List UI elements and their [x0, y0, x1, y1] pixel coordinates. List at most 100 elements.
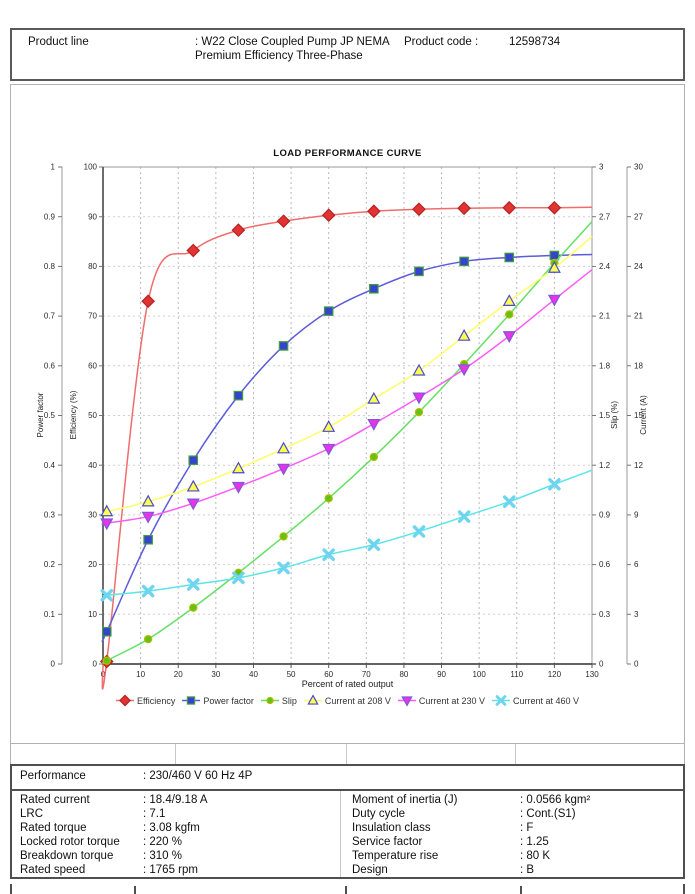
chart-title: LOAD PERFORMANCE CURVE — [273, 148, 422, 159]
marker — [231, 481, 245, 494]
marker — [141, 294, 155, 309]
marker — [279, 532, 288, 541]
spec-label: Breakdown torque — [20, 850, 114, 862]
legend-label: Current at 230 V — [418, 695, 485, 706]
tick-label: 0.9 — [44, 212, 56, 221]
spec-value: : 7.1 — [143, 808, 166, 820]
table-line-bottom — [10, 877, 685, 879]
marker — [278, 341, 289, 351]
spec-label: Temperature rise — [352, 850, 439, 862]
spec-value: : 220 % — [143, 836, 182, 848]
marker — [401, 696, 413, 707]
marker — [266, 696, 274, 705]
x-axis-title: Percent of rated output — [301, 679, 394, 689]
marker — [502, 200, 517, 215]
tick-label: 40 — [88, 461, 97, 470]
tick-label: 10 — [136, 670, 145, 679]
tick-label: 6 — [634, 560, 639, 569]
marker — [276, 214, 291, 229]
legend-item: Current at 460 V — [491, 694, 579, 707]
tick-label: 30 — [88, 511, 97, 520]
tick-label: 0.1 — [44, 610, 56, 619]
marker — [457, 201, 471, 216]
product-line-label: Product line — [28, 36, 89, 48]
marker — [367, 538, 381, 552]
marker — [412, 202, 426, 217]
legend-marker-x-icon — [491, 695, 510, 706]
power-factor-axis-title: Power factor — [36, 392, 45, 437]
y-axis-power-factor: 0 0.1 0.2 0.3 0.4 0.5 0.6 0.7 0.8 0.9 1 — [44, 163, 63, 669]
efficiency-axis-title: Efficiency (%) — [69, 390, 78, 439]
tick-label: 80 — [399, 670, 408, 679]
marker — [322, 548, 335, 561]
marker — [143, 634, 153, 644]
legend-item: Efficiency — [115, 694, 176, 707]
tick-label: 0.6 — [599, 560, 611, 569]
marker — [102, 656, 111, 665]
spec-label: Design — [352, 864, 388, 876]
tick-label: 1 — [51, 163, 56, 172]
tick-label: 20 — [174, 670, 183, 679]
spec-label: Moment of inertia (J) — [352, 794, 458, 806]
series-current-at-460-v — [100, 469, 593, 602]
legend-label: Current at 208 V — [324, 695, 391, 706]
tick-label: 2.1 — [599, 312, 611, 321]
spec-label: Rated torque — [20, 822, 87, 834]
marker — [414, 407, 424, 417]
legend-item: Current at 208 V — [303, 694, 391, 707]
series-efficiency — [99, 200, 593, 690]
tick-label: 0 — [51, 660, 56, 669]
tick-label: 130 — [585, 670, 599, 679]
spec-value: : Cont.(S1) — [520, 808, 576, 820]
marker — [189, 603, 198, 612]
marker — [277, 441, 291, 454]
marker — [101, 626, 112, 637]
legend-item: Current at 230 V — [397, 694, 485, 707]
tick-label: 0.8 — [44, 262, 56, 271]
spec-value: : 0.0566 kgm² — [520, 794, 591, 806]
tick-label: 27 — [634, 212, 643, 221]
spec-label: Service factor — [352, 836, 423, 848]
marker — [547, 200, 562, 215]
marker — [322, 443, 336, 456]
tick-label: 18 — [634, 361, 643, 370]
marker — [414, 266, 424, 277]
spec-value: : B — [520, 864, 535, 876]
marker — [457, 510, 471, 523]
tick-label: 12 — [634, 461, 643, 470]
series-current-at-230-v — [100, 269, 593, 531]
tick-label: 0.7 — [44, 312, 56, 321]
marker — [504, 252, 515, 263]
table-column-divider — [340, 791, 341, 877]
tick-label: 20 — [88, 560, 97, 569]
marker — [233, 390, 244, 401]
marker — [369, 452, 379, 462]
y-axis-current: 0 3 6 9 12 15 18 21 24 27 30 — [626, 163, 643, 669]
marker — [100, 518, 114, 531]
table-line-mid — [10, 789, 685, 791]
marker — [502, 331, 516, 344]
marker — [321, 208, 336, 223]
tick-label: 0.6 — [44, 361, 56, 370]
tick-label: 30 — [634, 163, 643, 172]
tick-label: 9 — [634, 511, 639, 520]
tick-label: 50 — [88, 411, 97, 420]
spec-value: : 1.25 — [520, 836, 549, 848]
marker — [141, 511, 155, 524]
marker — [187, 696, 196, 705]
marker — [502, 294, 516, 306]
tick-label: 0.4 — [44, 461, 56, 470]
marker — [457, 364, 471, 377]
legend-marker-diamond-icon — [115, 694, 134, 707]
spec-value: : 3.08 kgfm — [143, 822, 200, 834]
marker — [412, 363, 426, 376]
legend-label: Efficiency — [136, 695, 176, 706]
marker — [324, 494, 333, 503]
tick-label: 3 — [634, 610, 639, 619]
marker — [547, 261, 561, 273]
performance-section-value: : 230/460 V 60 Hz 4P — [143, 770, 253, 782]
tick-label: 90 — [437, 670, 446, 679]
tick-label: 0.9 — [599, 511, 611, 520]
tick-label: 0.3 — [44, 511, 56, 520]
